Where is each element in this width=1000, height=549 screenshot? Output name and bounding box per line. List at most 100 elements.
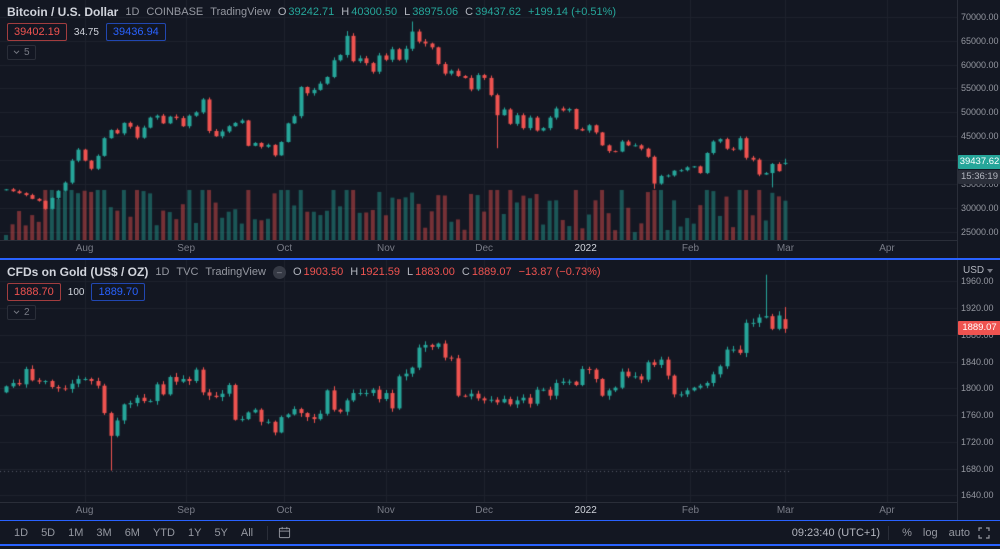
btc-last-price: 39437.62 bbox=[958, 154, 1000, 169]
btc-hidden-indicators-count: 5 bbox=[24, 47, 30, 58]
price-tick-label: 1640.00 bbox=[961, 490, 994, 501]
gold-trade-widget: 1888.70 100 1889.70 bbox=[7, 283, 601, 301]
btc-close: C 39437.62 bbox=[465, 6, 521, 18]
btc-bar-countdown: 15:36:19 bbox=[958, 169, 1000, 184]
chevron-down-icon bbox=[13, 50, 20, 55]
clock-timezone-button[interactable]: 09:23:40 (UTC+1) bbox=[791, 526, 881, 539]
range-1m-button[interactable]: 1M bbox=[68, 526, 84, 539]
pane-menu-icon[interactable]: – bbox=[272, 265, 286, 279]
btc-price-axis[interactable]: 39437.62 15:36:19 70000.00 65000.00 60000.… bbox=[957, 0, 1000, 258]
btc-symbol-title[interactable]: Bitcoin / U.S. Dollar bbox=[7, 5, 119, 19]
gold-low: L 1883.00 bbox=[406, 266, 455, 278]
btc-legend: Bitcoin / U.S. Dollar 1D COINBASE Tradin… bbox=[7, 5, 616, 60]
gold-time-axis[interactable]: Aug Sep Oct Nov Dec 2022 Feb Mar Apr bbox=[0, 502, 957, 520]
price-tick-label: 1800.00 bbox=[961, 383, 994, 394]
price-tick-label: 30000.00 bbox=[961, 202, 999, 213]
gold-interval[interactable]: 1D bbox=[155, 266, 170, 278]
gold-symbol-title[interactable]: CFDs on Gold (US$ / OZ) bbox=[7, 265, 149, 279]
price-tick-label: 1760.00 bbox=[961, 410, 994, 421]
time-tick-label: Mar bbox=[776, 243, 795, 254]
btc-open: O 39242.71 bbox=[277, 6, 335, 18]
time-tick-label: Nov bbox=[376, 505, 395, 516]
price-tick-label: 1920.00 bbox=[961, 303, 994, 314]
date-range-group: 1D 5D 1M 3M 6M YTD 1Y 5Y All bbox=[8, 524, 293, 541]
price-tick-label: 1840.00 bbox=[961, 356, 994, 367]
range-1d-button[interactable]: 1D bbox=[14, 526, 29, 539]
price-tick-label: 55000.00 bbox=[961, 83, 999, 94]
btc-low: L 38975.06 bbox=[404, 6, 459, 18]
toolbar-divider bbox=[267, 525, 269, 540]
range-6m-button[interactable]: 6M bbox=[124, 526, 140, 539]
price-tick-label: 1680.00 bbox=[961, 463, 994, 474]
time-tick-label: Dec bbox=[475, 243, 494, 254]
range-3m-button[interactable]: 3M bbox=[96, 526, 112, 539]
fullscreen-button[interactable] bbox=[976, 525, 992, 541]
gold-hidden-indicators-button[interactable]: 2 bbox=[7, 305, 36, 320]
range-all-button[interactable]: All bbox=[240, 526, 254, 539]
btc-spread: 34.75 bbox=[73, 26, 99, 38]
chevron-down-icon bbox=[987, 268, 994, 273]
btc-exchange: COINBASE bbox=[146, 6, 204, 18]
gold-buy-button[interactable]: 1889.70 bbox=[91, 283, 146, 301]
time-tick-label: Nov bbox=[376, 243, 395, 254]
gold-last-price-tag: 1889.07 bbox=[958, 320, 1000, 335]
price-tick-label: 70000.00 bbox=[961, 11, 999, 22]
time-tick-label: Oct bbox=[276, 243, 293, 254]
log-scale-toggle[interactable]: log bbox=[922, 526, 938, 539]
time-tick-label: Mar bbox=[776, 505, 795, 516]
chevron-down-icon bbox=[13, 310, 20, 315]
gold-high: H 1921.59 bbox=[350, 266, 400, 278]
btc-interval[interactable]: 1D bbox=[125, 6, 140, 18]
currency-dropdown[interactable]: USD bbox=[963, 265, 994, 276]
btc-trade-widget: 39402.19 34.75 39436.94 bbox=[7, 23, 616, 41]
time-tick-label: Aug bbox=[75, 505, 94, 516]
gold-hidden-indicators-count: 2 bbox=[24, 307, 30, 318]
gold-chart-pane: Aug Sep Oct Nov Dec 2022 Feb Mar Apr USD 1889.07… bbox=[0, 260, 1000, 520]
auto-scale-toggle[interactable]: auto bbox=[948, 526, 970, 539]
btc-time-axis[interactable]: Aug Sep Oct Nov Dec 2022 Feb Mar Apr bbox=[0, 240, 957, 258]
time-tick-label: Dec bbox=[475, 505, 494, 516]
percent-scale-toggle[interactable]: % bbox=[902, 526, 912, 539]
tradingview-brand: TradingView bbox=[205, 266, 266, 278]
gold-close: C 1889.07 bbox=[461, 266, 512, 278]
gold-price-axis[interactable]: USD 1889.07 1960.00 1920.00 1880.00 1840.00… bbox=[957, 260, 1000, 520]
time-tick-label: 2022 bbox=[574, 243, 597, 254]
time-tick-label: Feb bbox=[681, 505, 700, 516]
gold-candlestick-chart[interactable] bbox=[0, 260, 957, 502]
price-tick-label: 1880.00 bbox=[961, 329, 994, 340]
btc-hidden-indicators-button[interactable]: 5 bbox=[7, 45, 36, 60]
price-tick-label: 25000.00 bbox=[961, 226, 999, 237]
range-5d-button[interactable]: 5D bbox=[41, 526, 56, 539]
gold-change: −13.87 (−0.73%) bbox=[518, 266, 601, 278]
price-tick-label: 35000.00 bbox=[961, 179, 999, 190]
gold-open: O 1903.50 bbox=[292, 266, 344, 278]
toolbar-divider bbox=[888, 525, 890, 540]
gold-legend-title-row: CFDs on Gold (US$ / OZ) 1D TVC TradingVi… bbox=[7, 265, 601, 279]
tradingview-brand: TradingView bbox=[210, 6, 271, 18]
pane-separator[interactable] bbox=[0, 258, 1000, 260]
gold-legend: CFDs on Gold (US$ / OZ) 1D TVC TradingVi… bbox=[7, 265, 601, 320]
btc-last-price-tag: 39437.62 15:36:19 bbox=[958, 154, 1000, 184]
currency-label: USD bbox=[963, 265, 985, 276]
price-tick-label: 1960.00 bbox=[961, 276, 994, 287]
time-tick-label: Sep bbox=[177, 243, 196, 254]
go-to-date-button[interactable] bbox=[276, 524, 293, 541]
btc-legend-title-row: Bitcoin / U.S. Dollar 1D COINBASE Tradin… bbox=[7, 5, 616, 19]
btc-buy-button[interactable]: 39436.94 bbox=[105, 23, 166, 41]
price-tick-label: 1720.00 bbox=[961, 436, 994, 447]
gold-sell-button[interactable]: 1888.70 bbox=[7, 283, 61, 301]
range-ytd-button[interactable]: YTD bbox=[152, 526, 175, 539]
bottom-toolbar: 1D 5D 1M 3M 6M YTD 1Y 5Y All 09:23:40 (U… bbox=[0, 520, 1000, 546]
calendar-icon bbox=[279, 526, 291, 539]
time-tick-label: Feb bbox=[681, 243, 700, 254]
time-tick-label: Apr bbox=[879, 243, 895, 254]
gold-exchange: TVC bbox=[176, 266, 199, 278]
range-5y-button[interactable]: 5Y bbox=[214, 526, 228, 539]
scale-controls-group: 09:23:40 (UTC+1) % log auto bbox=[792, 525, 992, 541]
price-tick-label: 45000.00 bbox=[961, 131, 999, 142]
range-1y-button[interactable]: 1Y bbox=[187, 526, 202, 539]
time-tick-label: Aug bbox=[75, 243, 94, 254]
btc-sell-button[interactable]: 39402.19 bbox=[7, 23, 67, 41]
maximize-icon bbox=[978, 526, 990, 539]
